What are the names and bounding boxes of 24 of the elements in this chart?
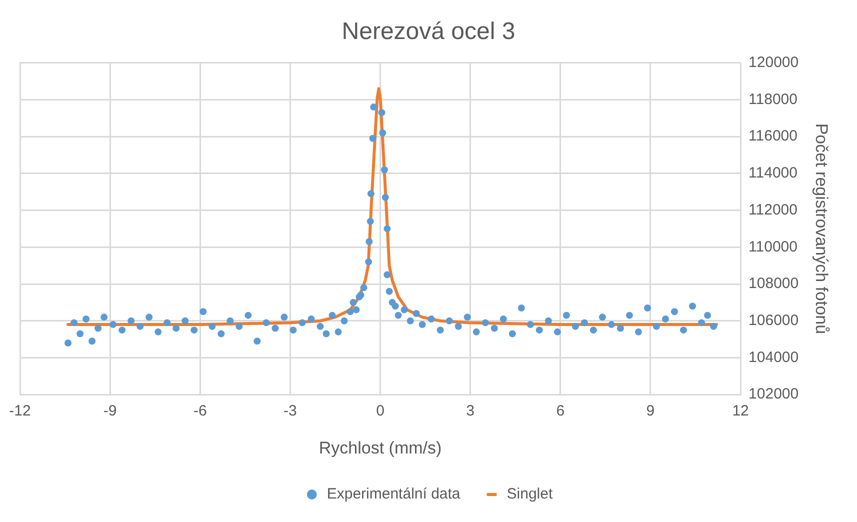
y-tick-label: 112000: [748, 201, 798, 218]
y-tick-label: 120000: [748, 54, 799, 71]
y-tick-label: 116000: [748, 128, 798, 145]
x-axis-title: Rychlost (mm/s): [318, 438, 442, 458]
x-tick-label: 3: [466, 402, 475, 420]
y-tick-label: 110000: [748, 238, 798, 256]
x-tick-label: 9: [646, 402, 655, 420]
x-tick-label: -3: [284, 402, 297, 420]
x-tick-label: 12: [732, 402, 749, 420]
chart-title: Nerezová ocel 3: [342, 18, 516, 46]
legend-label: Experimentální data: [326, 486, 461, 503]
x-tick-label: 0: [376, 402, 384, 420]
y-tick-label: 114000: [748, 164, 798, 182]
y-tick-label: 102000: [748, 386, 799, 403]
y-axis-title: Počet registrovaných fotonů: [812, 123, 832, 334]
x-tick-label: -9: [103, 402, 117, 420]
y-tick-label: 118000: [748, 90, 798, 108]
x-tick-label: -6: [193, 402, 207, 420]
x-tick-label: 6: [556, 402, 565, 420]
legend-label: Singlet: [506, 486, 554, 503]
y-tick-label: 108000: [748, 275, 799, 292]
y-tick-label: 104000: [748, 348, 799, 366]
x-tick-label: -12: [9, 402, 31, 420]
y-tick-label: 106000: [748, 312, 799, 330]
